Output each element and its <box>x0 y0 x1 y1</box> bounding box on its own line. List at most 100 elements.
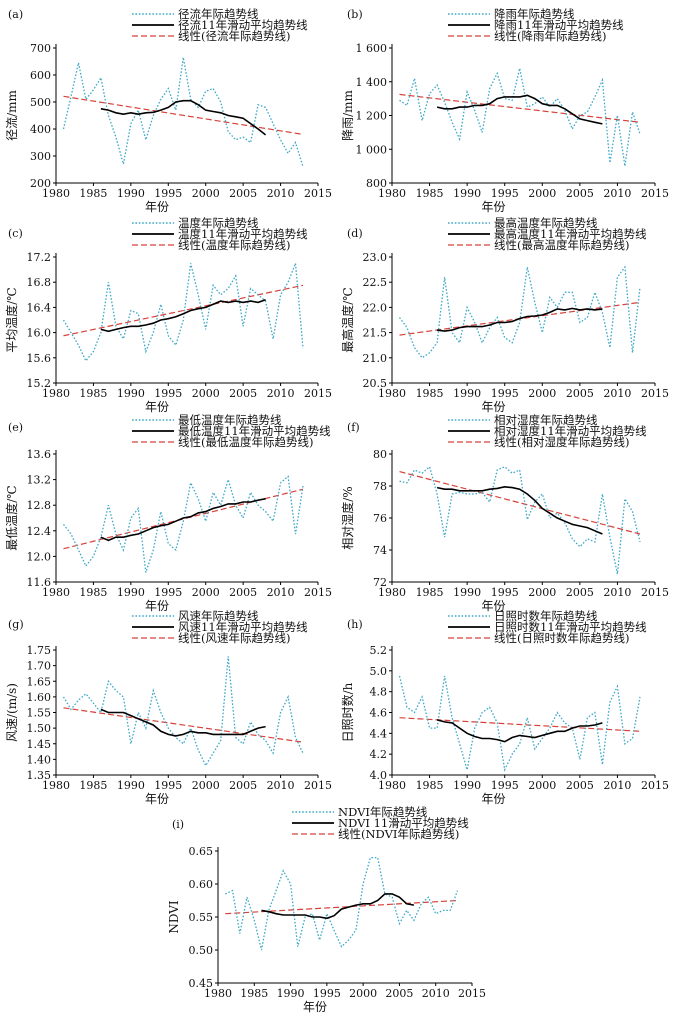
series-annual <box>62 57 304 167</box>
y-tick-label: 72 <box>373 576 387 589</box>
legend-label: 线性(最低温度年际趋势线) <box>178 435 313 449</box>
x-tick-label: 2000 <box>192 387 220 400</box>
series-moving-average <box>436 719 603 743</box>
y-tick-label: 17.2 <box>27 251 52 264</box>
x-tick-label: 2000 <box>528 387 556 400</box>
x-tick-label: 2010 <box>267 586 295 599</box>
x-tick-label: 1990 <box>277 987 305 1000</box>
y-tick-label: 12.4 <box>27 525 52 538</box>
y-axis-label: 平均温度/℃ <box>4 287 19 352</box>
x-tick-label: 1980 <box>378 779 406 792</box>
y-tick-label: 1.60 <box>27 691 52 704</box>
y-tick-label: 1.65 <box>27 675 52 688</box>
legend-label: NDVI 11滑动平均趋势线 <box>338 816 469 830</box>
x-tick-label: 1995 <box>491 779 519 792</box>
series-linear-trend <box>63 284 304 337</box>
series-annual <box>399 68 641 167</box>
y-tick-label: 0.65 <box>189 845 214 858</box>
x-axis-label: 年份 <box>145 792 169 806</box>
chart-panel-a: (a) 1980 1985 1990 1995 2000 2005 2010 2015 200 30… <box>5 7 332 214</box>
x-tick-label: 2000 <box>192 586 220 599</box>
series-moving-average <box>436 485 603 535</box>
x-tick-label: 2005 <box>229 387 257 400</box>
y-tick-label: 20.5 <box>363 377 388 390</box>
x-tick-label: 1990 <box>117 187 145 200</box>
x-tick-label: 2010 <box>603 779 631 792</box>
y-tick-label: 5.2 <box>370 644 388 657</box>
y-tick-label: 1.75 <box>27 644 52 657</box>
legend-label: 温度11年滑动平均趋势线 <box>178 227 308 241</box>
x-tick-label: 2010 <box>603 387 631 400</box>
x-tick-label: 2000 <box>528 779 556 792</box>
x-tick-label: 1990 <box>453 586 481 599</box>
y-tick-label: 1 000 <box>356 143 388 156</box>
panel-label-i: (i) <box>172 818 184 831</box>
y-tick-label: 200 <box>30 177 51 190</box>
series-moving-average <box>436 94 603 125</box>
x-tick-label: 1980 <box>378 187 406 200</box>
x-axis-label: 年份 <box>481 400 505 414</box>
y-tick-label: 13.6 <box>27 448 52 461</box>
legend-label: 风速年际趋势线 <box>178 609 259 623</box>
y-tick-label: 78 <box>373 480 387 493</box>
panel-label-b: (b) <box>347 8 363 21</box>
y-tick-label: 0.55 <box>189 911 214 924</box>
legend-label: 线性(径流年际趋势线) <box>178 29 290 43</box>
x-tick-label: 1985 <box>416 779 444 792</box>
series-linear-trend <box>63 488 304 550</box>
y-tick-label: 21.0 <box>363 352 388 365</box>
x-tick-label: 1990 <box>453 387 481 400</box>
x-tick-label: 2000 <box>192 779 220 792</box>
y-tick-label: 400 <box>30 123 51 136</box>
x-tick-label: 1995 <box>491 586 519 599</box>
legend-label: 线性(温度年际趋势线) <box>178 238 290 252</box>
y-tick-label: 12.0 <box>27 550 52 563</box>
y-axis-label: NDVI <box>167 900 181 934</box>
x-tick-label: 1995 <box>154 586 182 599</box>
x-tick-label: 1980 <box>378 586 406 599</box>
x-tick-label: 2005 <box>566 387 594 400</box>
x-tick-label: 2005 <box>229 586 257 599</box>
legend-label: 线性(最高温度年际趋势线) <box>494 238 629 252</box>
y-tick-label: 0.50 <box>189 944 214 957</box>
x-axis-label: 年份 <box>481 792 505 806</box>
y-tick-label: 500 <box>30 96 51 109</box>
x-tick-label: 1995 <box>491 387 519 400</box>
y-axis-label: 风速/(m/s) <box>5 683 19 742</box>
legend-label: 线性(风速年际趋势线) <box>178 631 290 645</box>
y-tick-label: 300 <box>30 150 51 163</box>
series-annual <box>225 856 459 951</box>
panel-label-e: (e) <box>8 421 23 434</box>
y-tick-label: 13.2 <box>27 474 52 487</box>
y-tick-label: 16.0 <box>27 327 52 340</box>
x-tick-label: 2015 <box>304 387 332 400</box>
y-tick-label: 15.2 <box>27 377 52 390</box>
y-tick-label: 80 <box>373 448 387 461</box>
y-tick-label: 4.0 <box>370 769 388 782</box>
x-tick-label: 2005 <box>566 187 594 200</box>
chart-panel-b: (b) 1980 1985 1990 1995 2000 2005 2010 2015 800 1 … <box>341 7 669 214</box>
legend-label: 日照时数年际趋势线 <box>494 609 598 623</box>
chart-panel-d: (d) 1980 1985 1990 1995 2000 2005 2010 2015 20.5 2… <box>340 216 669 414</box>
x-tick-label: 1990 <box>453 779 481 792</box>
y-tick-label: 12.8 <box>27 499 52 512</box>
x-tick-label: 1980 <box>204 987 232 1000</box>
y-tick-label: 1 400 <box>356 76 388 89</box>
y-tick-label: 74 <box>373 544 387 557</box>
x-tick-label: 2005 <box>566 586 594 599</box>
y-tick-label: 76 <box>373 512 387 525</box>
legend-label: NDVI年际趋势线 <box>338 805 428 819</box>
y-tick-label: 16.4 <box>27 301 52 314</box>
x-tick-label: 2015 <box>641 187 669 200</box>
series-annual <box>62 263 304 363</box>
chart-panel-h: (h) 1980 1985 1990 1995 2000 2005 2010 2015 4.0 4.… <box>340 609 669 806</box>
x-tick-label: 2010 <box>267 187 295 200</box>
x-tick-label: 1980 <box>42 586 70 599</box>
legend-label: 线性(NDVI年际趋势线) <box>338 827 459 841</box>
x-tick-label: 2015 <box>304 586 332 599</box>
y-tick-label: 1 200 <box>356 110 388 123</box>
series-linear-trend <box>399 93 641 123</box>
series-moving-average <box>436 307 603 332</box>
legend-label: 降雨年际趋势线 <box>494 7 575 21</box>
